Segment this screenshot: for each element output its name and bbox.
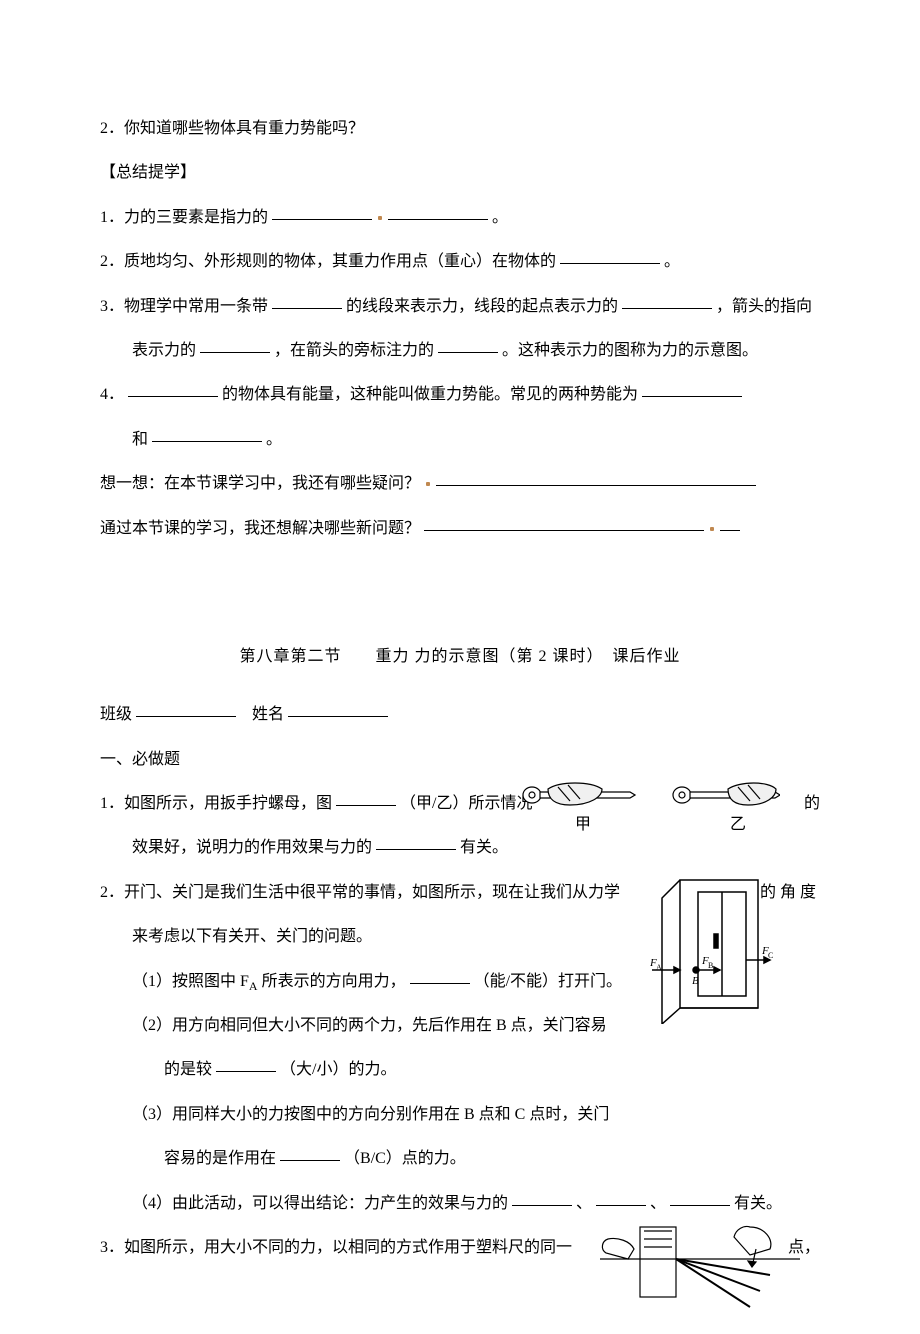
wrench-figure: 甲 乙 [520,777,780,837]
blank [622,293,712,309]
blank [216,1056,276,1072]
door-figure: F A F B B F C [650,874,780,1039]
blank [720,515,740,531]
blank [200,337,270,353]
blank [512,1190,572,1206]
text: （1）按照图中 F [132,973,249,990]
blank [376,834,456,850]
text: 。 [492,209,508,226]
text: （甲/乙）所示情况 [400,795,532,812]
blank [288,701,388,717]
hw-q2-2b: 的是较 （大/小）的力。 [100,1051,820,1089]
summary-3-cont: 表示力的 ，在箭头的旁标注力的 。这种表示力的图称为力的示意图。 [100,332,820,370]
homework-title: 第八章第二节 重力 力的示意图（第 2 课时） 课后作业 [100,638,820,676]
text: 的物体具有能量，这种能叫做重力势能。常见的两种势能为 [222,386,638,403]
blank [596,1190,646,1206]
label-yi: 乙 [730,816,746,833]
label-jia: 甲 [575,816,591,833]
text: （大/小）的力。 [280,1061,396,1078]
blank [336,790,396,806]
hw-q2-3: （3）用同样大小的力按图中的方向分别作用在 B 点和 C 点时，关门 [100,1096,820,1134]
text: （B/C）点的力。 [344,1150,466,1167]
accent-dot-icon [378,216,382,220]
hw-q2-3b: 容易的是作用在 （B/C）点的力。 [100,1140,820,1178]
text: 的 [804,785,820,823]
name-label: 姓名 [252,706,284,723]
summary-header: 【总结提学】 [100,154,820,192]
hw-q2-4: （4）由此活动，可以得出结论：力产生的效果与力的 、 、 有关。 [100,1185,820,1223]
text: 想一想：在本节课学习中，我还有哪些疑问？ [100,475,420,492]
blank [128,381,218,397]
text: 、 [650,1195,666,1212]
text: 和 [132,431,148,448]
text: 有关。 [734,1195,782,1212]
think-1: 想一想：在本节课学习中，我还有哪些疑问？ [100,465,820,503]
summary-1: 1．力的三要素是指力的 。 [100,199,820,237]
text: 。 [266,431,282,448]
subscript-a: A [249,979,258,993]
blank [436,470,756,486]
summary-2: 2．质地均匀、外形规则的物体，其重力作用点（重心）在物体的 。 [100,243,820,281]
text: 的线段来表示力，线段的起点表示力的 [346,298,618,315]
svg-text:A: A [656,963,662,972]
blank [152,426,262,442]
text: ，箭头的指向 [716,298,812,315]
accent-dot-icon [710,527,714,531]
blank [272,204,372,220]
summary-4-cont: 和 。 [100,421,820,459]
class-name-row: 班级 姓名 [100,696,820,734]
blank [642,381,742,397]
text: （能/不能）打开门。 [474,973,622,990]
text: 容易的是作用在 [164,1150,276,1167]
summary-3: 3．物理学中常用一条带 的线段来表示力，线段的起点表示力的 ，箭头的指向 [100,288,820,326]
text: 1．力的三要素是指力的 [100,209,268,226]
text: 表示力的 [132,342,196,359]
question-2: 2．你知道哪些物体具有重力势能吗？ [100,110,820,148]
blank [670,1190,730,1206]
text: 效果好，说明力的作用效果与力的 [132,839,372,856]
text: 3．如图所示，用大小不同的力，以相同的方式作用于塑料尺的同一 [100,1229,572,1267]
text: 2．开门、关门是我们生活中很平常的事情，如图所示，现在让我们从力学 [100,874,620,912]
class-label: 班级 [100,706,132,723]
text: 4． [100,386,124,403]
text: 所表示的方向用力， [262,973,406,990]
text: ，在箭头的旁标注力的 [274,342,434,359]
svg-text:B: B [708,961,713,970]
text: 1．如图所示，用扳手拧螺母，图 [100,795,332,812]
svg-text:C: C [768,951,773,960]
blank [280,1145,340,1161]
think-2: 通过本节课的学习，我还想解决哪些新问题？ [100,510,820,548]
svg-text:B: B [692,975,699,987]
section-required: 一、必做题 [100,741,820,779]
text: 3．物理学中常用一条带 [100,298,268,315]
blank [388,204,488,220]
text: 有关。 [460,839,508,856]
text: 。这种表示力的图称为力的示意图。 [502,342,758,359]
blank [136,701,236,717]
text: 通过本节课的学习，我还想解决哪些新问题？ [100,520,420,537]
blank [438,337,498,353]
text: （4）由此活动，可以得出结论：力产生的效果与力的 [132,1195,508,1212]
text: 。 [664,253,680,270]
text: 的是较 [164,1061,212,1078]
text: 、 [576,1195,592,1212]
summary-4: 4． 的物体具有能量，这种能叫做重力势能。常见的两种势能为 [100,376,820,414]
text: 2．质地均匀、外形规则的物体，其重力作用点（重心）在物体的 [100,253,556,270]
ruler-figure [600,1219,800,1334]
accent-dot-icon [426,482,430,486]
blank [410,968,470,984]
blank [424,515,704,531]
blank [560,248,660,264]
blank [272,293,342,309]
